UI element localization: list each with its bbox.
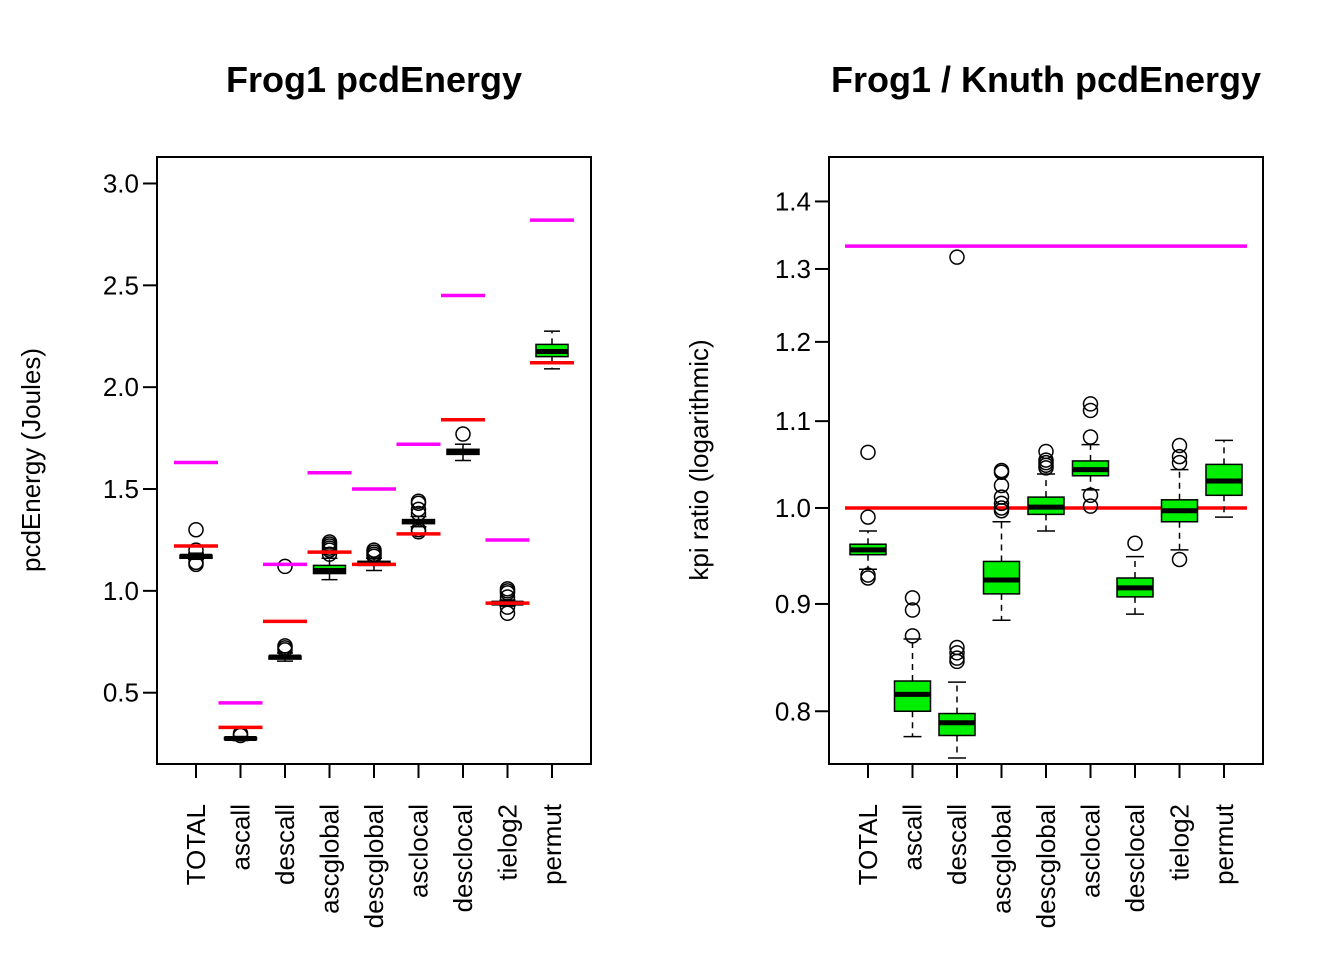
x-tick-label: desclocal <box>1120 804 1150 912</box>
y-tick-label: 1.0 <box>103 576 139 606</box>
outlier-point <box>1171 551 1188 568</box>
outlier-point <box>499 599 516 615</box>
outlier-point <box>1082 402 1099 419</box>
y-tick-label: 0.9 <box>775 589 811 619</box>
y-tick-label: 1.4 <box>775 186 811 216</box>
chart-title: Frog1 / Knuth pcdEnergy <box>831 59 1261 100</box>
outlier-point <box>1082 487 1099 504</box>
x-tick-label: tielog2 <box>1165 804 1195 881</box>
y-tick-label: 1.0 <box>775 493 811 523</box>
plot-frame-overlay <box>828 156 1264 765</box>
outlier-point <box>993 495 1010 512</box>
x-tick-label: asclocal <box>404 804 434 898</box>
outlier-point <box>1038 460 1054 476</box>
x-tick-label: descglobal <box>359 804 389 928</box>
outlier-point <box>904 602 921 618</box>
outlier-point <box>277 642 293 658</box>
outlier-point <box>860 570 876 586</box>
outlier-point <box>1082 396 1099 412</box>
y-axis-label: kpi ratio (logarithmic) <box>684 339 714 580</box>
outlier-point <box>321 546 338 562</box>
x-tick-label: descall <box>270 804 300 885</box>
x-tick-label: asclocal <box>1076 804 1106 898</box>
x-tick-label: ascall <box>226 804 256 870</box>
outlier-point <box>410 505 427 522</box>
x-tick-label: ascglobal <box>315 804 345 914</box>
outlier-point <box>949 249 965 265</box>
outlier-point <box>1082 429 1099 445</box>
outlier-point <box>321 542 338 558</box>
y-tick-label: 0.5 <box>103 678 139 708</box>
x-tick-label: ascall <box>898 804 928 870</box>
outlier-point <box>277 558 293 575</box>
plot-frame <box>156 156 592 765</box>
outlier-point <box>993 477 1010 494</box>
outlier-point <box>860 509 876 525</box>
x-tick-label: descglobal <box>1031 804 1061 928</box>
x-tick-label: descall <box>942 804 972 885</box>
x-tick-label: permut <box>1209 803 1239 885</box>
y-tick-label: 1.2 <box>775 327 811 357</box>
y-tick-label: 1.3 <box>775 254 811 284</box>
outlier-point <box>188 556 204 573</box>
y-axis-label: pcdEnergy (Joules) <box>16 348 46 572</box>
outlier-point <box>860 444 876 461</box>
outlier-point <box>993 502 1010 519</box>
outlier-point <box>499 605 516 622</box>
outlier-point <box>949 653 965 670</box>
outlier-point <box>1082 498 1099 514</box>
chart-title: Frog1 pcdEnergy <box>226 59 522 100</box>
x-tick-label: desclocal <box>448 804 478 912</box>
x-tick-label: ascglobal <box>987 804 1017 914</box>
outlier-point <box>410 495 427 512</box>
outlier-point <box>904 590 921 606</box>
y-tick-label: 1.1 <box>775 406 811 436</box>
y-tick-label: 2.0 <box>103 372 139 402</box>
y-tick-label: 1.5 <box>103 474 139 504</box>
outlier-point <box>860 567 876 583</box>
x-tick-label: tielog2 <box>493 804 523 881</box>
y-tick-label: 0.8 <box>775 696 811 726</box>
energy-boxplot-panel: Frog1 pcdEnergy pcdEnergy (Joules) 0.5 1.… <box>16 59 592 928</box>
outlier-point <box>1171 454 1188 471</box>
outlier-point <box>410 501 427 518</box>
outlier-point <box>904 628 921 644</box>
x-tick-label: TOTAL <box>181 804 211 885</box>
outlier-point <box>188 522 204 538</box>
ratio-boxplot-panel: Frog1 / Knuth pcdEnergy kpi ratio (logar… <box>684 59 1264 928</box>
x-tick-label: permut <box>537 803 567 885</box>
y-tick-label: 2.5 <box>103 270 139 300</box>
plot-frame-overlay <box>156 156 592 765</box>
outlier-point <box>455 426 471 442</box>
outlier-point <box>410 524 427 540</box>
x-tick-label: TOTAL <box>853 804 883 885</box>
outlier-point <box>1171 437 1188 454</box>
outlier-point <box>1171 448 1188 465</box>
outlier-point <box>993 464 1010 480</box>
outlier-point <box>949 645 965 661</box>
y-tick-label: 3.0 <box>103 168 139 198</box>
outlier-point <box>1127 535 1143 552</box>
